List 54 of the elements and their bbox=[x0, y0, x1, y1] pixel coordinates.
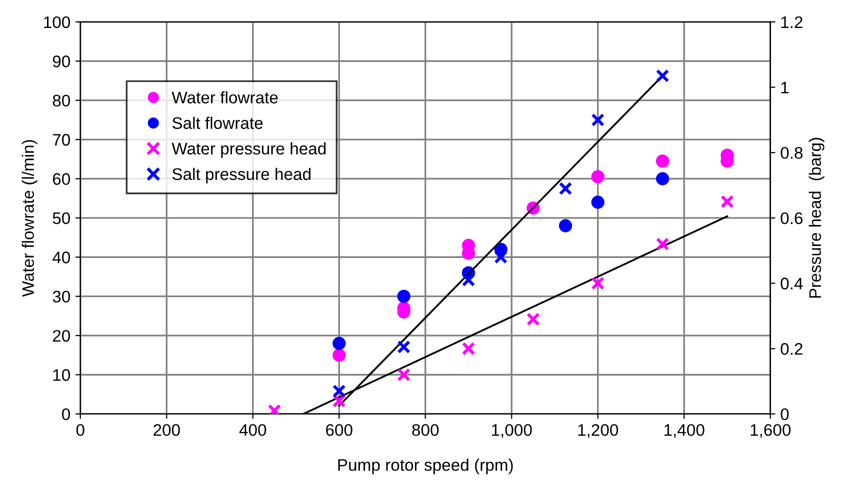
y-tick-label: 60 bbox=[52, 173, 70, 185]
point bbox=[591, 276, 605, 290]
point bbox=[526, 312, 540, 326]
y2-tick-label: 1 bbox=[781, 82, 789, 94]
point bbox=[462, 342, 476, 356]
x-tick-label: 800 bbox=[412, 424, 439, 436]
point bbox=[397, 290, 410, 303]
y-tick-label: 0 bbox=[62, 408, 70, 420]
x-tick-label: 1,200 bbox=[578, 424, 618, 438]
y-tick-label: 90 bbox=[52, 56, 70, 68]
x-tick-label: 1,400 bbox=[664, 424, 704, 438]
point bbox=[656, 69, 670, 82]
y2-tick-label: 1.2 bbox=[781, 16, 802, 28]
point bbox=[720, 194, 734, 208]
x-tick-label: 600 bbox=[326, 424, 352, 436]
x-tick-label: 200 bbox=[154, 424, 180, 436]
legend-label: Water pressure head bbox=[172, 142, 326, 158]
point bbox=[332, 348, 346, 362]
y-tick-label: 20 bbox=[52, 330, 70, 342]
x-tick-label: 1,000 bbox=[492, 424, 532, 438]
point bbox=[558, 182, 572, 196]
y-tick-label: 50 bbox=[52, 212, 70, 224]
y2-axis-title: Pressure head (barg) bbox=[808, 138, 824, 298]
y-tick-label: 80 bbox=[52, 94, 70, 107]
y2-tick-label: 0 bbox=[780, 408, 789, 420]
point bbox=[656, 237, 670, 251]
y-tick-label: 70 bbox=[52, 134, 70, 146]
point bbox=[656, 154, 670, 168]
point bbox=[397, 368, 410, 382]
legend-label: Water flowrate bbox=[172, 91, 278, 104]
point bbox=[332, 384, 346, 398]
point bbox=[591, 170, 604, 184]
y-axis-title: Water flowrate (l/min) bbox=[22, 140, 38, 297]
x-axis-title: Pump rotor speed (rpm) bbox=[338, 458, 513, 474]
y2-tick-label: 0.8 bbox=[780, 146, 803, 159]
point bbox=[332, 336, 346, 350]
point bbox=[656, 172, 670, 186]
y-tick-label: 100 bbox=[44, 16, 70, 28]
point bbox=[591, 113, 605, 127]
y2-tick-label: 0.2 bbox=[780, 343, 802, 355]
point bbox=[591, 196, 604, 209]
x-tick-label: 0 bbox=[76, 424, 84, 436]
y2-tick-label: 0.4 bbox=[780, 278, 803, 290]
x-tick-label: 400 bbox=[239, 424, 266, 436]
legend-label: Salt pressure head bbox=[172, 168, 310, 184]
legend-label: Salt flowrate bbox=[172, 116, 263, 129]
y2-tick-label: 0.6 bbox=[780, 212, 803, 224]
y-tick-label: 30 bbox=[52, 290, 70, 303]
point bbox=[462, 273, 476, 287]
y-tick-label: 10 bbox=[53, 369, 70, 381]
point bbox=[397, 340, 410, 354]
y-tick-label: 40 bbox=[52, 252, 70, 264]
point bbox=[558, 219, 572, 232]
x-tick-label: 1,600 bbox=[750, 424, 791, 438]
